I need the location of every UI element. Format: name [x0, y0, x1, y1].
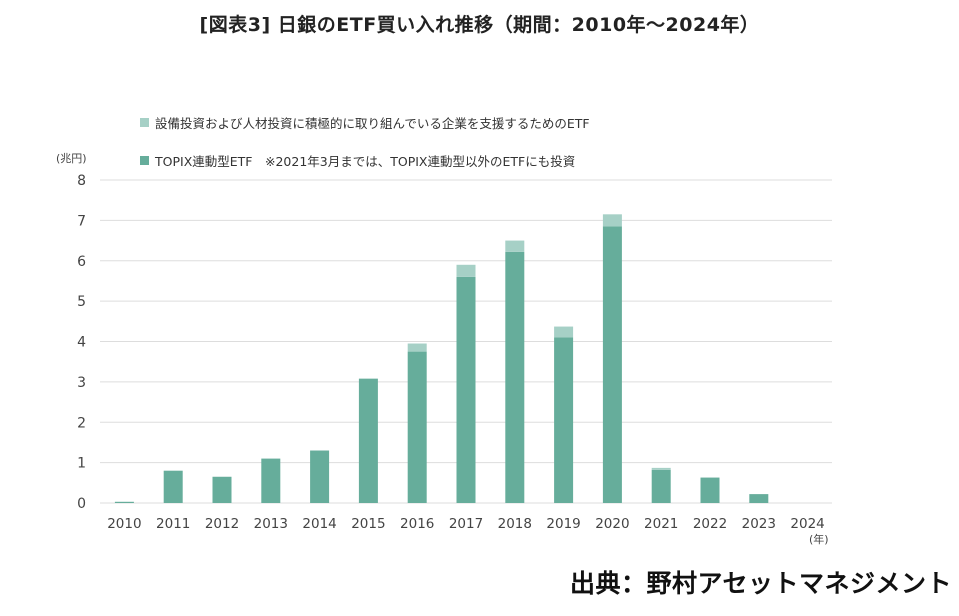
bar-topix-etf	[602, 226, 622, 503]
x-tick-label: 2023	[742, 516, 776, 532]
x-tick-label: 2014	[302, 516, 336, 532]
bar-topix-etf	[407, 351, 427, 503]
source-credit: 出典：野村アセットマネジメント	[570, 569, 953, 598]
legend-item-topix-etf: TOPIX連動型ETF ※2021年3月までは、TOPIX連動型以外のETFにも…	[140, 151, 575, 170]
x-tick-label: 2021	[644, 516, 678, 532]
bar-topix-etf	[554, 337, 574, 503]
x-tick-label: 2019	[546, 516, 580, 532]
bar-topix-etf	[212, 476, 232, 503]
y-tick-label: 8	[77, 173, 86, 189]
x-axis-unit-label: (年)	[809, 533, 829, 546]
x-tick-label: 2022	[693, 516, 727, 532]
bar-topix-etf	[358, 378, 378, 503]
legend-swatch-top	[140, 118, 149, 127]
x-tick-label: 2012	[205, 516, 239, 532]
chart-title: [図表3] 日銀のETF買い入れ推移（期間：2010年～2024年）	[199, 14, 760, 36]
legend-swatch-base	[140, 156, 149, 165]
x-tick-label: 2011	[156, 516, 190, 532]
bar-support-etf	[456, 264, 476, 277]
x-tick-label: 2016	[400, 516, 434, 532]
y-tick-label: 7	[77, 213, 86, 229]
bar-support-etf	[554, 326, 574, 338]
bar-support-etf	[602, 214, 622, 227]
y-axis-unit-label: (兆円)	[56, 152, 87, 165]
bar-topix-etf	[163, 470, 183, 503]
y-tick-label: 5	[77, 294, 86, 310]
bar-topix-etf	[749, 494, 769, 503]
y-tick-label: 4	[77, 335, 86, 351]
y-tick-label: 1	[77, 456, 86, 472]
bar-topix-etf	[310, 450, 330, 503]
bar-support-etf	[407, 343, 427, 352]
bar-topix-etf	[505, 251, 525, 503]
bar-topix-etf	[114, 501, 134, 503]
x-tick-label: 2017	[449, 516, 483, 532]
bar-support-etf	[651, 467, 671, 470]
x-tick-label: 2020	[595, 516, 629, 532]
legend-label-topix-etf: TOPIX連動型ETF ※2021年3月までは、TOPIX連動型以外のETFにも…	[155, 154, 576, 169]
bar-topix-etf	[651, 469, 671, 503]
bar-topix-etf	[700, 477, 720, 503]
y-tick-label: 6	[77, 254, 86, 270]
legend-label-support-etf: 設備投資および人材投資に積極的に取り組んでいる企業を支援するためのETF	[155, 116, 590, 131]
x-tick-label: 2010	[107, 516, 141, 532]
y-tick-label: 0	[77, 496, 86, 512]
x-tick-label: 2015	[351, 516, 385, 532]
legend-item-support-etf: 設備投資および人材投資に積極的に取り組んでいる企業を支援するためのETF	[140, 113, 590, 132]
x-tick-label: 2024	[790, 516, 824, 532]
x-tick-label: 2018	[498, 516, 532, 532]
bar-topix-etf	[456, 276, 476, 503]
bar-support-etf	[505, 240, 525, 252]
y-tick-label: 3	[77, 375, 86, 391]
y-tick-label: 2	[77, 415, 86, 431]
bar-topix-etf	[261, 458, 281, 503]
x-tick-label: 2013	[254, 516, 288, 532]
